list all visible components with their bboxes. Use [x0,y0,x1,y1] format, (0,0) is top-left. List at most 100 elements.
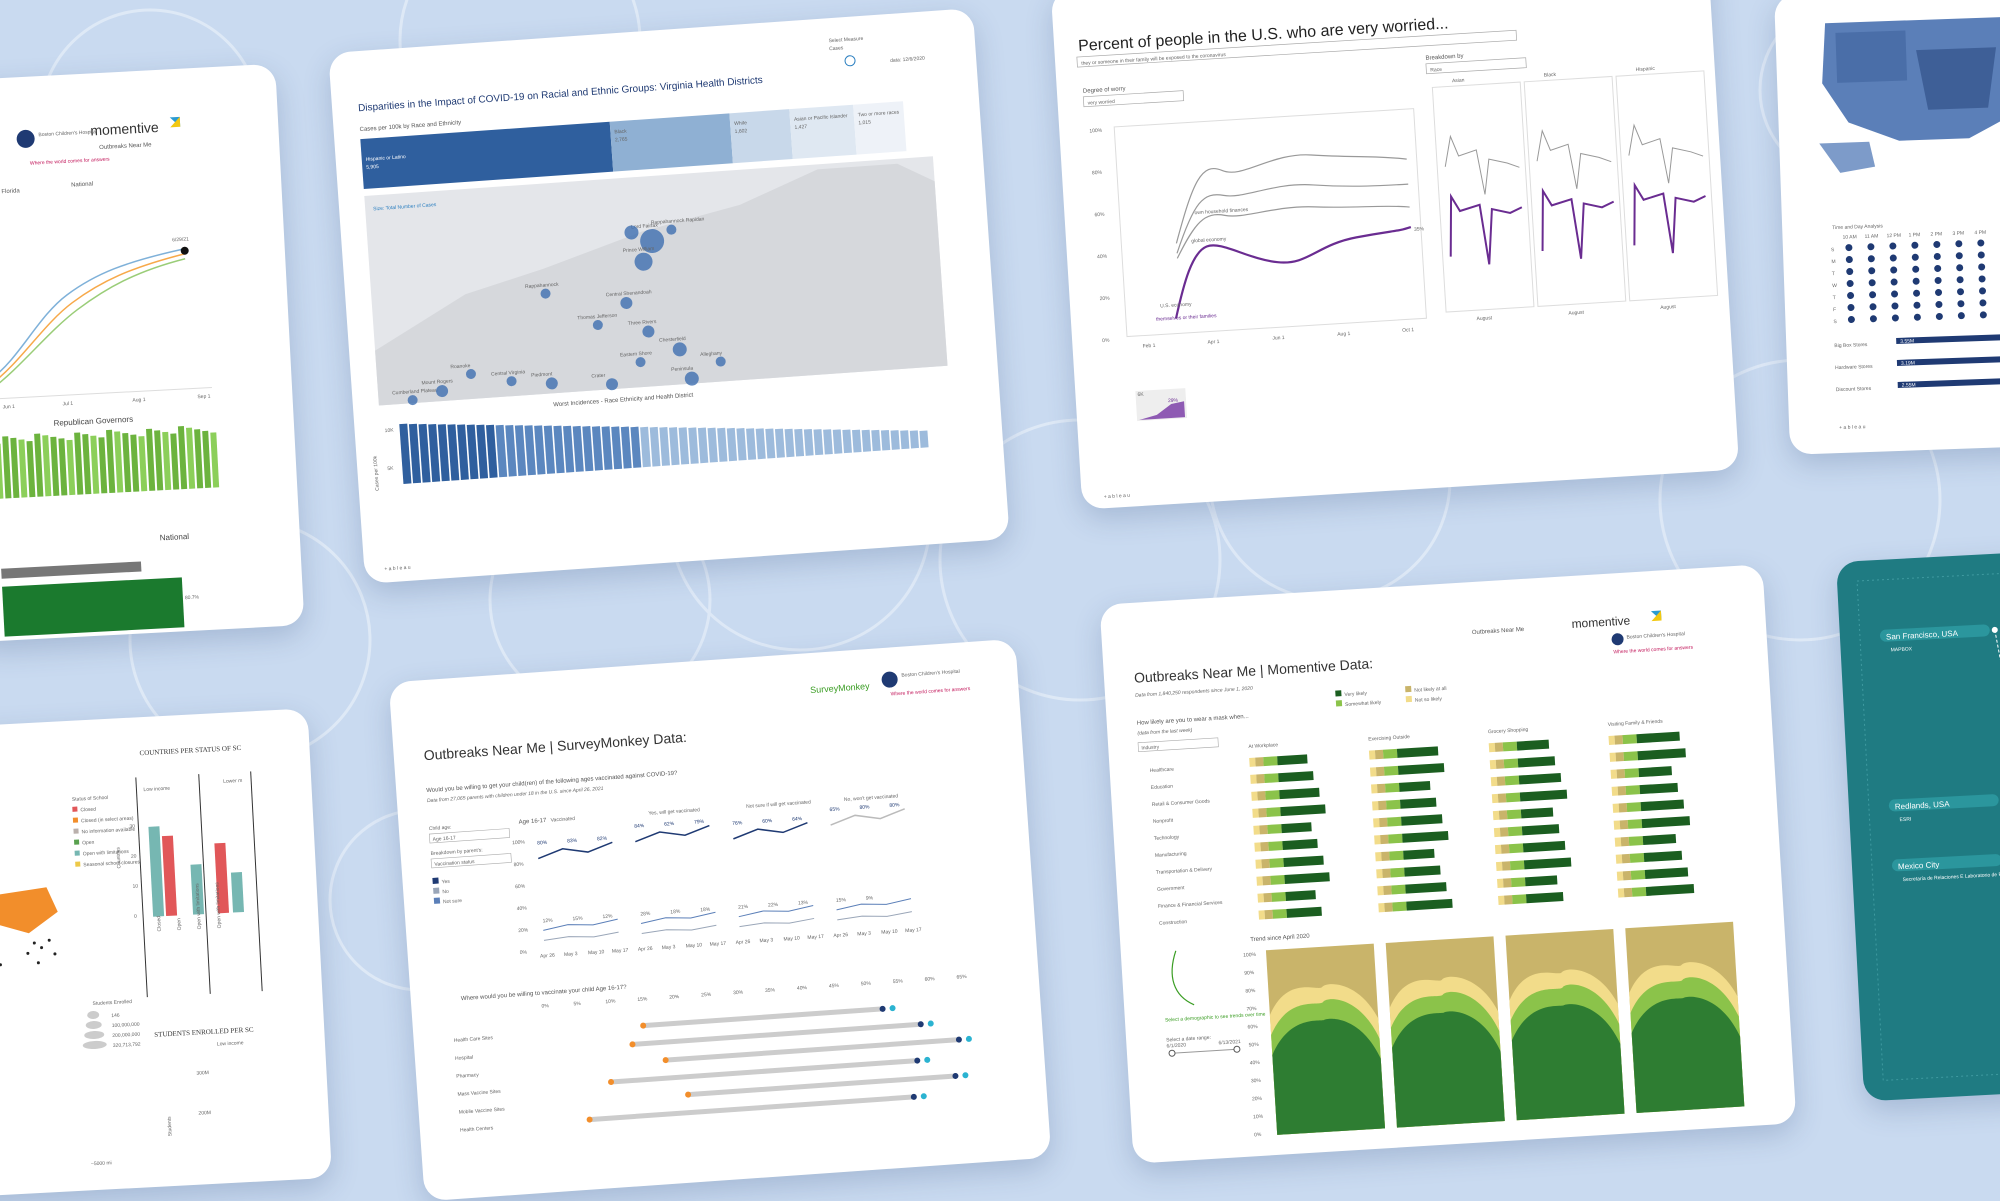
stacked-segment[interactable] [1504,775,1520,786]
time-dot[interactable] [1846,268,1854,276]
stacked-segment[interactable] [1629,853,1645,863]
green-bar[interactable] [154,430,164,491]
stacked-segment[interactable] [1263,892,1272,903]
incidence-bar[interactable] [746,428,757,460]
stacked-segment[interactable] [1254,842,1261,852]
time-dot[interactable] [1913,301,1921,309]
map-bubble[interactable] [624,225,639,240]
stacked-segment[interactable] [1525,892,1564,904]
stacked-segment[interactable] [1279,787,1320,800]
stacked-segment[interactable] [1403,848,1435,860]
stacked-segment[interactable] [1376,783,1386,794]
time-dot[interactable] [1912,265,1920,273]
time-dot[interactable] [1956,264,1964,272]
green-bar[interactable] [177,426,188,490]
green-bar[interactable] [122,432,132,493]
stacked-segment[interactable] [1509,860,1525,871]
time-dot[interactable] [1978,275,1986,283]
stacked-segment[interactable] [1619,819,1629,830]
stacked-segment[interactable] [1286,906,1322,918]
time-dot[interactable] [1889,242,1897,250]
stacked-segment[interactable] [1255,859,1262,869]
stacked-segment[interactable] [1285,890,1316,901]
map-bubble[interactable] [506,376,517,387]
stacked-segment[interactable] [1277,754,1308,766]
incidence-bar[interactable] [707,427,718,463]
green-bar[interactable] [114,431,124,493]
incidence-bar[interactable] [447,424,460,481]
time-dot[interactable] [1913,289,1921,297]
green-bar[interactable] [18,439,28,498]
incidence-bar[interactable] [399,423,412,484]
school-bar[interactable] [230,872,245,913]
stacked-segment[interactable] [1268,841,1283,851]
time-dot[interactable] [1977,239,1985,247]
stacked-segment[interactable] [1497,878,1504,889]
stacked-segment[interactable] [1636,731,1680,744]
map-bubble[interactable] [684,371,699,386]
stacked-segment[interactable] [1391,884,1406,895]
time-dot[interactable] [1845,256,1853,264]
stacked-segment[interactable] [1618,802,1628,813]
stacked-segment[interactable] [1378,902,1385,913]
stacked-segment[interactable] [1249,757,1256,767]
stacked-segment[interactable] [1256,876,1263,886]
time-dot[interactable] [1957,312,1965,320]
range-bar[interactable] [685,1073,958,1098]
stacked-segment[interactable] [1397,763,1445,775]
ns-dot[interactable] [965,1035,972,1042]
stacked-segment[interactable] [1614,735,1624,745]
incidence-bar[interactable] [630,426,642,468]
stacked-segment[interactable] [1270,875,1285,885]
stacked-segment[interactable] [1641,816,1691,829]
stacked-segment[interactable] [1505,792,1521,803]
stacked-segment[interactable] [1375,766,1385,777]
stacked-segment[interactable] [1278,771,1314,783]
stacked-segment[interactable] [1521,824,1560,836]
stacked-segment[interactable] [1377,885,1384,896]
stacked-segment[interactable] [1502,741,1518,752]
stacked-segment[interactable] [1265,790,1280,801]
incidence-bar[interactable] [880,429,891,451]
map-bubble[interactable] [639,228,665,254]
stacked-segment[interactable] [1384,902,1393,912]
breakdown-dropdown[interactable] [1425,57,1527,75]
breakdown-dropdown[interactable] [430,853,512,869]
incidence-bar[interactable] [591,426,603,471]
stacked-segment[interactable] [1508,843,1524,854]
incidence-bar[interactable] [640,426,651,468]
green-bar[interactable] [202,430,212,488]
incidence-bar[interactable] [437,424,450,482]
ns-dot[interactable] [962,1072,969,1079]
stacked-segment[interactable] [1389,850,1404,861]
green-bar[interactable] [10,437,20,499]
incidence-bar[interactable] [909,430,920,449]
stacked-segment[interactable] [1519,789,1568,802]
no-dot[interactable] [685,1091,692,1098]
green-bar[interactable] [34,433,44,497]
incidence-bar[interactable] [755,428,766,460]
no-dot[interactable] [629,1041,636,1048]
stacked-segment[interactable] [1272,908,1287,919]
stacked-segment[interactable] [1626,802,1642,812]
stacked-segment[interactable] [1251,791,1258,801]
time-dot[interactable] [1890,278,1898,286]
city-pill[interactable] [1888,794,1999,812]
stacked-segment[interactable] [1614,837,1622,847]
incidence-bar[interactable] [890,430,900,450]
stacked-segment[interactable] [1524,875,1558,887]
stacked-segment[interactable] [1369,767,1377,777]
stacked-segment[interactable] [1506,809,1522,820]
school-bar[interactable] [190,864,205,915]
stacked-segment[interactable] [1492,810,1500,821]
ns-dot[interactable] [924,1056,931,1063]
stacked-segment[interactable] [1639,782,1679,795]
ns-dot[interactable] [889,1005,896,1012]
stacked-segment[interactable] [1382,748,1398,759]
stacked-segment[interactable] [1642,834,1677,846]
stacked-segment[interactable] [1253,825,1260,835]
stacked-segment[interactable] [1263,756,1278,767]
time-dot[interactable] [1955,252,1963,260]
incidence-bar[interactable] [717,427,728,462]
worry-dropdown[interactable] [1076,29,1518,68]
